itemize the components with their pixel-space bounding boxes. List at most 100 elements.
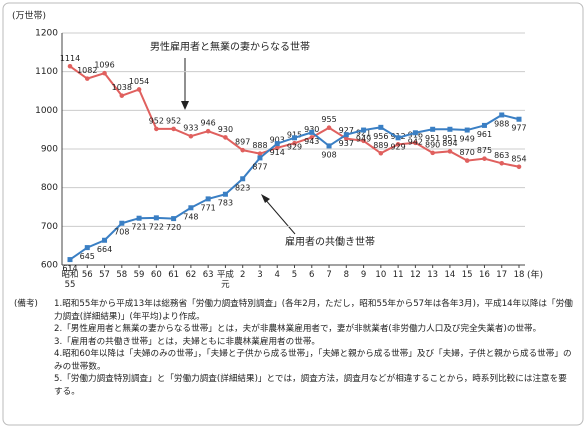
marker	[361, 127, 367, 133]
data-label: 889	[373, 141, 388, 150]
x-tick-label: 58	[116, 270, 128, 280]
frame	[2, 2, 584, 426]
marker	[222, 191, 228, 197]
x-tick-label: 18	[513, 270, 525, 280]
marker	[309, 129, 315, 135]
data-label: 614	[62, 264, 77, 273]
data-label: 930	[218, 125, 233, 134]
x-tick-label: 昭和 55	[61, 270, 79, 290]
x-tick-label: 17	[496, 270, 508, 280]
y-tick-label: 800	[41, 183, 58, 193]
marker	[499, 112, 505, 118]
marker	[154, 126, 159, 132]
marker	[344, 136, 349, 141]
x-tick-label: 61	[168, 270, 180, 280]
data-label: 977	[511, 124, 526, 133]
x-tick-label: 4	[274, 270, 280, 280]
data-label: 897	[235, 138, 250, 147]
note: 3.「雇用者の共働き世帯」とは，夫婦ともに非農林業雇用者の世帯。	[54, 336, 321, 347]
data-label: 949	[460, 135, 475, 144]
data-label: 952	[166, 116, 181, 125]
data-label: 875	[477, 146, 492, 155]
data-label: 943	[304, 137, 319, 146]
marker	[136, 87, 142, 92]
data-label: 708	[114, 228, 129, 237]
data-label: 1114	[60, 54, 80, 63]
data-label: 952	[149, 116, 164, 125]
marker	[240, 147, 245, 153]
note: 4.昭和60年以降は「夫婦のみの世帯」，「夫婦と子供から成る世帯」，「夫婦と親か…	[54, 349, 572, 372]
x-tick-label: 3	[257, 270, 263, 280]
x-tick-label: 60	[150, 270, 162, 280]
x-tick-label: 59	[133, 270, 145, 280]
y-tick-label: 600	[41, 261, 58, 271]
marker	[102, 237, 108, 243]
data-label: 863	[494, 151, 509, 160]
marker	[136, 215, 142, 221]
data-label: 929	[287, 142, 302, 151]
data-label: 951	[425, 134, 440, 143]
marker	[171, 126, 176, 132]
x-tick-label: 13	[427, 270, 439, 280]
data-label: 664	[97, 245, 112, 254]
marker	[378, 124, 384, 130]
marker	[309, 135, 315, 140]
x-tick-label: 10	[375, 270, 387, 280]
marker	[292, 140, 297, 146]
marker	[326, 125, 332, 131]
marker	[361, 138, 366, 144]
data-label: 748	[183, 212, 198, 221]
marker	[378, 150, 384, 156]
notes: (備考) 1.昭和55年から平成13年は総務省「労働力調査特別調査」(各年2月，…	[14, 298, 574, 398]
annotation: 男性雇用者と無業の妻からなる世帯	[150, 40, 310, 53]
data-label: 1082	[77, 66, 97, 75]
note: 1.昭和55年から平成13年は総務省「労働力調査特別調査」(各年2月，ただし，昭…	[54, 299, 573, 322]
marker	[205, 128, 211, 134]
x-tick-label: 9	[360, 270, 367, 280]
marker	[395, 135, 401, 141]
data-label: 915	[287, 131, 302, 140]
marker	[223, 135, 228, 140]
x-tick-label: 16	[479, 270, 490, 280]
data-label: 890	[425, 140, 440, 149]
data-label: 823	[235, 183, 250, 192]
y-tick-label: 1200	[35, 29, 58, 39]
y-tick-label: 1100	[35, 67, 58, 77]
marker	[516, 164, 522, 170]
y-unit-label: (万世帯)	[12, 10, 46, 22]
marker	[188, 205, 194, 211]
x-tick-label: 15	[461, 270, 473, 280]
data-label: 927	[339, 126, 354, 135]
x-tick-label: 14	[444, 270, 456, 280]
marker	[84, 76, 90, 81]
data-label: 870	[460, 148, 475, 157]
x-tick-label: 12	[409, 270, 421, 280]
data-label: 894	[442, 139, 457, 148]
arrow-head	[261, 194, 270, 203]
data-label: 949	[356, 135, 371, 144]
x-tick-label: 8	[343, 270, 349, 280]
data-label: 771	[201, 203, 216, 212]
data-label: 908	[321, 150, 336, 159]
data-label: 888	[252, 141, 267, 150]
y-tick-label: 900	[41, 145, 58, 155]
x-tick-label: 6	[309, 270, 315, 280]
marker	[67, 257, 73, 263]
x-tick-label: 57	[99, 270, 110, 280]
data-label: 921	[356, 128, 371, 137]
marker	[464, 127, 470, 133]
marker	[119, 220, 125, 226]
x-tick-label: 7	[326, 270, 332, 280]
note: 5.「労働力調査特別調査」と「労働力調査(詳細結果)」とでは，調査方法，調査月な…	[54, 374, 567, 397]
data-label: 988	[494, 119, 509, 128]
x-unit-label: (年)	[527, 269, 543, 281]
marker	[447, 149, 453, 154]
marker	[240, 176, 246, 182]
annotation: 雇用者の共働き世帯	[285, 235, 375, 248]
marker	[326, 143, 332, 149]
marker	[482, 156, 487, 161]
x-tick-label: 63	[202, 270, 214, 280]
arrow	[263, 197, 296, 235]
